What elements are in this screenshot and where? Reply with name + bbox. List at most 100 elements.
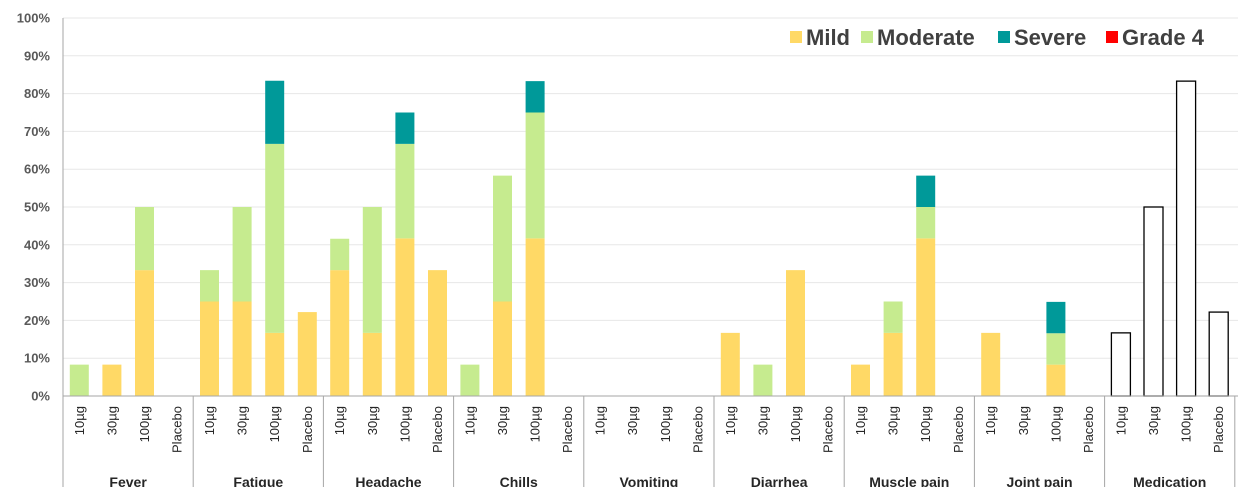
- x-tick-label: 10µg: [462, 406, 477, 435]
- bar-segment-mild: [297, 312, 317, 396]
- x-tick-label: 10µg: [202, 406, 217, 435]
- legend-label-severe: Severe: [1014, 25, 1086, 50]
- medication-bar: [1110, 332, 1132, 397]
- y-tick-label: 80%: [24, 86, 50, 101]
- bar-segment-moderate: [135, 207, 154, 271]
- bar-segment-mild: [232, 301, 252, 396]
- x-tick-label: 100µg: [267, 406, 282, 442]
- x-tick-label: 100µg: [788, 406, 803, 442]
- x-tick-label: 10µg: [983, 406, 998, 435]
- group-label: Fatigue: [233, 474, 283, 487]
- legend-label-moderate: Moderate: [877, 25, 975, 50]
- bars: [69, 80, 1229, 397]
- x-tick-label: 30µg: [1146, 406, 1161, 435]
- bar-segment-moderate: [1046, 333, 1066, 365]
- bar-segment-mild: [981, 332, 1001, 396]
- x-tick-label: 100µg: [918, 406, 933, 442]
- bar-segment-severe: [395, 112, 415, 144]
- x-tick-label: 100µg: [658, 406, 673, 442]
- medication-bar: [1175, 80, 1197, 397]
- x-tick-label: 30µg: [1016, 406, 1031, 435]
- x-tick-label: Placebo: [560, 406, 575, 453]
- group-label: Muscle pain: [869, 474, 949, 487]
- x-tick-label: Placebo: [1081, 406, 1096, 453]
- y-tick-label: 70%: [24, 124, 50, 139]
- bar-segment-mild: [525, 238, 545, 396]
- bar-segment-mild: [330, 270, 350, 396]
- legend-swatch-severe: [998, 31, 1010, 43]
- bar-segment-mild: [428, 270, 447, 396]
- bar-segment-mild: [493, 301, 512, 396]
- group-label: Joint pain: [1006, 474, 1072, 487]
- y-tick-label: 90%: [24, 48, 50, 63]
- y-tick-label: 30%: [24, 275, 50, 290]
- x-tick-label: 100µg: [397, 406, 412, 442]
- x-tick-label: 100µg: [1179, 406, 1194, 442]
- y-tick-label: 0%: [31, 389, 50, 404]
- legend-label-mild: Mild: [806, 25, 850, 50]
- legend-label-grade4: Grade 4: [1122, 25, 1205, 50]
- bar-segment-mild: [395, 238, 415, 396]
- bar-segment-severe: [1046, 301, 1066, 334]
- x-tick-label: Placebo: [821, 406, 836, 453]
- bar-segment-mild: [786, 270, 805, 396]
- bar-segment-moderate: [525, 112, 545, 239]
- x-tick-label: 30µg: [755, 406, 770, 435]
- group-label: Vomiting: [619, 474, 678, 487]
- group-label: Headache: [355, 474, 421, 487]
- group-label: Diarrhea: [751, 474, 808, 487]
- bar-segment-moderate: [753, 364, 773, 396]
- legend-swatch-mild: [790, 31, 802, 43]
- bar-segment-moderate: [330, 238, 350, 271]
- x-tick-label: 30µg: [625, 406, 640, 435]
- y-tick-label: 100%: [17, 11, 51, 26]
- x-tick-label: 10µg: [332, 406, 347, 435]
- bar-segment-mild: [916, 238, 936, 396]
- x-tick-label: 100µg: [528, 406, 543, 442]
- y-tick-label: 20%: [24, 313, 50, 328]
- bar-segment-moderate: [265, 143, 285, 333]
- bar-segment-moderate: [200, 270, 219, 302]
- x-tick-label: 30µg: [104, 406, 119, 435]
- bar-segment-mild: [102, 364, 122, 396]
- bar-segment-moderate: [69, 364, 89, 396]
- bar-segment-moderate: [362, 207, 382, 333]
- x-tick-label: Placebo: [430, 406, 445, 453]
- legend-swatch-grade4: [1106, 31, 1118, 43]
- axes: 0% 10% 20% 30% 40% 50% 60% 70% 80% 90% 100% 10µg 30µ…: [17, 11, 1238, 487]
- x-tick-label: Placebo: [1211, 406, 1226, 453]
- bar-segment-severe: [916, 175, 936, 207]
- bar-segment-mild: [135, 270, 154, 396]
- bar-segment-mild: [1046, 364, 1066, 396]
- bar-segment-moderate: [916, 207, 936, 239]
- bar-segment-mild: [200, 301, 219, 396]
- x-tick-label: 30µg: [886, 406, 901, 435]
- bar-segment-moderate: [883, 301, 903, 333]
- x-tick-label: 30µg: [365, 406, 380, 435]
- x-tick-label: Placebo: [690, 406, 705, 453]
- bar-segment-mild: [720, 332, 740, 396]
- bar-segment-moderate: [493, 175, 512, 302]
- medication-bar: [1208, 311, 1229, 397]
- x-tick-label: 10µg: [72, 406, 87, 435]
- legend-swatch-moderate: [861, 31, 873, 43]
- legend: Mild Moderate Severe Grade 4: [790, 25, 1205, 50]
- bar-segment-mild: [362, 332, 382, 396]
- bar-segment-severe: [525, 81, 545, 113]
- x-tick-label: 100µg: [137, 406, 152, 442]
- bar-segment-mild: [851, 364, 870, 396]
- bar-segment-mild: [883, 332, 903, 396]
- x-tick-label: 10µg: [723, 406, 738, 435]
- group-label: Medication: [1133, 474, 1206, 487]
- y-tick-label: 10%: [24, 351, 50, 366]
- bar-segment-moderate: [232, 207, 252, 302]
- y-tick-label: 60%: [24, 162, 50, 177]
- bar-segment-severe: [265, 80, 285, 144]
- group-label: Fever: [109, 474, 147, 487]
- x-tick-label: 10µg: [853, 406, 868, 435]
- bar-segment-moderate: [395, 143, 415, 239]
- x-tick-label: Placebo: [170, 406, 185, 453]
- x-tick-label: 10µg: [593, 406, 608, 435]
